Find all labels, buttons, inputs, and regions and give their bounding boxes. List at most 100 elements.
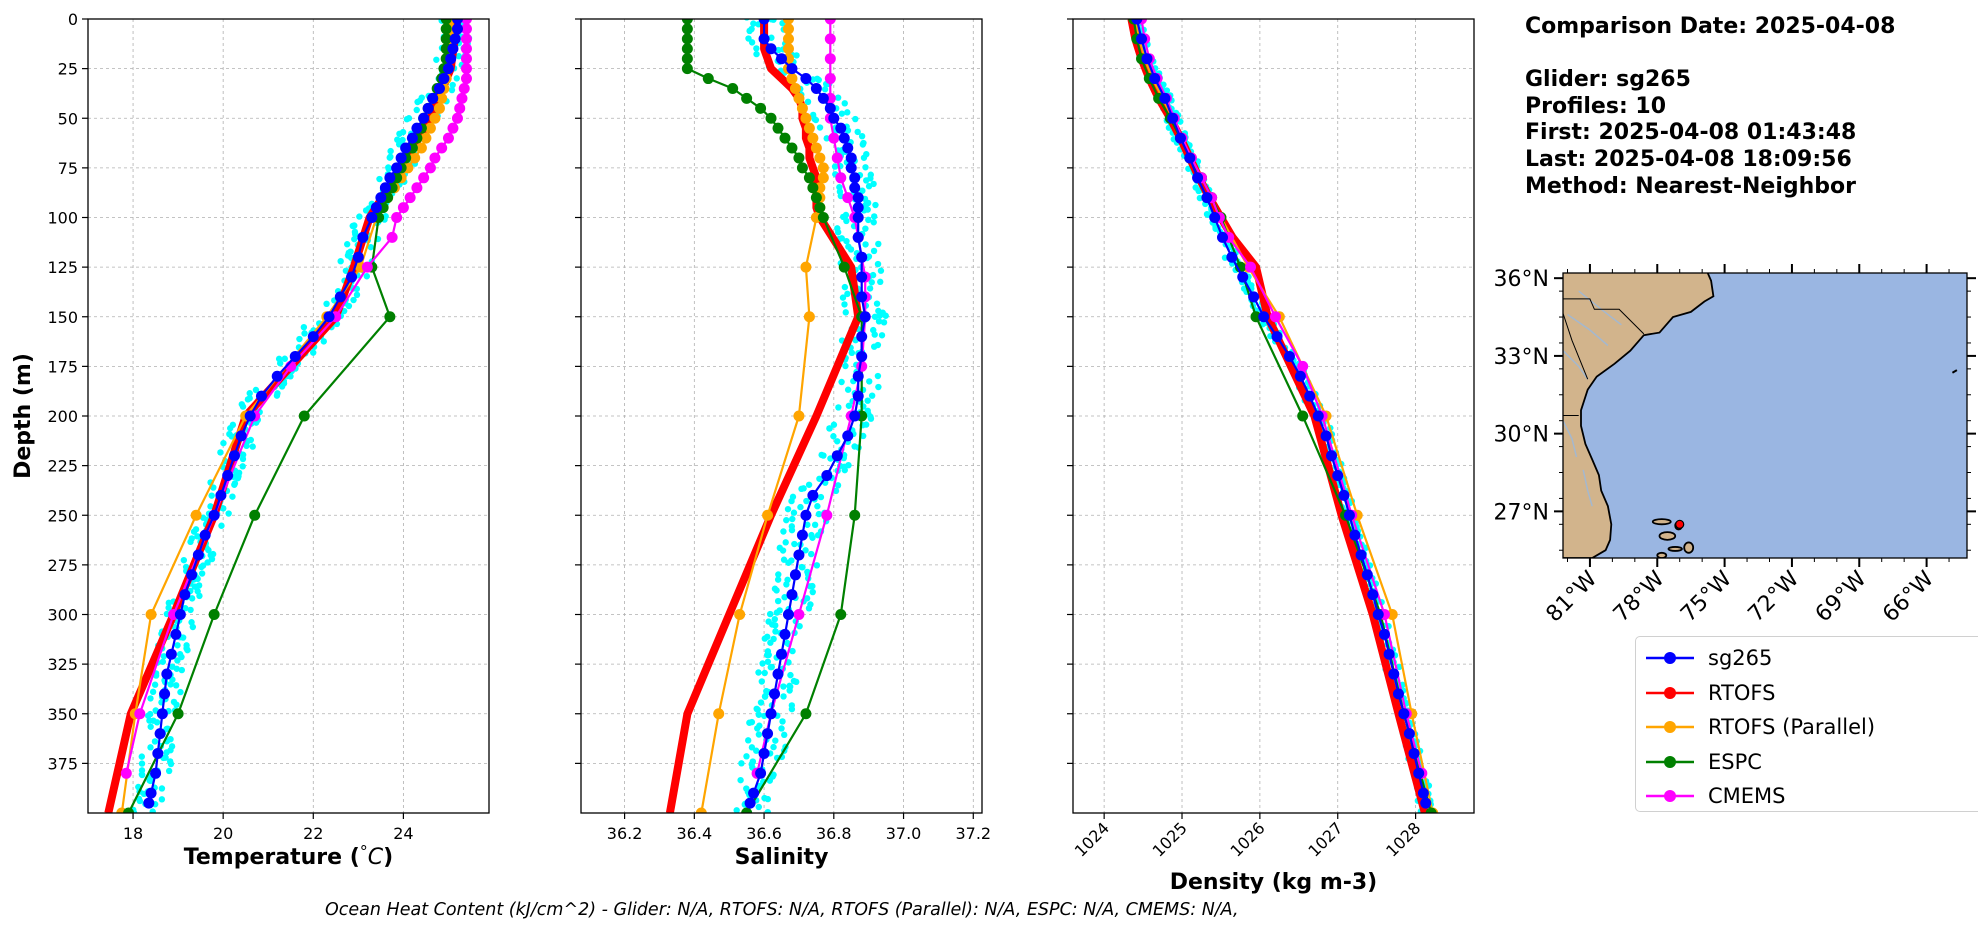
series-point [1413, 767, 1425, 779]
glider-raw-point [831, 163, 839, 170]
series-point [762, 728, 774, 740]
series-point [179, 589, 191, 601]
glider-raw-point [387, 153, 394, 160]
x-tick-label: 37.2 [955, 824, 991, 843]
glider-raw-point [310, 349, 317, 356]
glider-raw-point [761, 693, 769, 700]
profile-count: Profiles: 10 [1525, 93, 1667, 119]
series-point [255, 390, 267, 402]
series-point [789, 82, 801, 94]
plot-area [1127, 19, 1439, 813]
glider-raw-point [845, 402, 853, 409]
glider-raw-point [149, 688, 157, 696]
x-axis-label: Density (kg m-3) [1170, 870, 1378, 895]
glider-raw-point [854, 128, 861, 136]
series-point [796, 102, 808, 114]
glider-raw-point [187, 538, 194, 546]
glider-raw-point [158, 796, 166, 803]
glider-raw-point [867, 413, 874, 421]
series-point [460, 33, 472, 45]
glider-raw-point [281, 355, 288, 362]
glider-raw-point [342, 267, 350, 274]
series-point [1297, 360, 1309, 372]
glider-raw-point [220, 439, 227, 447]
glider-raw-point [209, 550, 217, 558]
glider-raw-point [750, 20, 757, 27]
series-point [1269, 311, 1281, 323]
glider-raw-point [864, 407, 871, 415]
glider-raw-point [764, 658, 772, 665]
glider-raw-point [772, 628, 779, 635]
glider-raw-point [190, 528, 198, 535]
y-tick-label: 100 [47, 209, 78, 228]
glider-raw-point [784, 505, 792, 513]
footer-text: Ocean Heat Content (kJ/cm^2) - Glider: N… [325, 900, 1239, 920]
glider-raw-point [239, 463, 246, 470]
glider-raw-point [167, 681, 174, 688]
series-point [165, 648, 177, 660]
glider-raw-point [847, 246, 855, 253]
series-point [120, 767, 132, 779]
series-point [852, 231, 864, 243]
glider-raw-point [786, 682, 793, 690]
series-point [817, 162, 829, 174]
glider-raw-point [789, 515, 796, 523]
glider-raw-point [790, 509, 798, 516]
glider-raw-point [770, 771, 777, 778]
glider-raw-point [812, 116, 820, 124]
series-point [681, 33, 693, 45]
glider-raw-point [344, 241, 351, 248]
series-point [856, 291, 868, 303]
glider-raw-point [838, 110, 846, 117]
series-point [375, 192, 387, 204]
series-point [429, 152, 441, 164]
glider-raw-point [733, 807, 740, 813]
series-point [1326, 450, 1338, 462]
glider-raw-point [356, 213, 363, 220]
glider-raw-point [455, 53, 463, 60]
glider-raw-point [788, 497, 795, 505]
x-tick-label: 22 [303, 824, 323, 843]
glider-raw-point [194, 533, 201, 540]
series-point [440, 19, 452, 25]
glider-raw-point [345, 302, 353, 310]
series-point [1209, 212, 1221, 223]
series-point [1320, 430, 1332, 442]
glider-raw-point [208, 492, 215, 499]
series-point [849, 410, 861, 422]
glider-raw-point [811, 521, 819, 529]
land [1563, 273, 1715, 558]
series-point [1216, 231, 1228, 243]
series-point [422, 102, 434, 114]
glider-raw-point [169, 663, 176, 670]
glider-raw-point [174, 642, 181, 649]
y-tick-label: 225 [47, 457, 78, 476]
glider-raw-point [826, 425, 833, 432]
glider-raw-point [768, 663, 775, 671]
glider-raw-point [162, 754, 169, 761]
y-tick-label: 325 [47, 655, 78, 674]
series-point [436, 92, 448, 104]
glider-raw-point [768, 19, 775, 23]
series-point [298, 410, 310, 422]
series-point [779, 132, 791, 144]
glider-raw-point [876, 312, 884, 319]
glider-raw-point [774, 597, 782, 605]
series-point [143, 797, 155, 809]
glider-raw-point [815, 76, 822, 84]
series-point [852, 202, 864, 214]
glider-raw-point [841, 466, 848, 474]
series-point [817, 212, 829, 223]
series-point [789, 569, 801, 581]
series-point [1201, 192, 1213, 204]
glider-raw-point [249, 443, 256, 450]
island [1951, 369, 1958, 374]
series-point [1248, 291, 1260, 303]
glider-raw-point [173, 701, 180, 708]
glider-raw-point [748, 744, 756, 751]
plot-area [104, 19, 473, 813]
glider-raw-point [745, 737, 752, 744]
series-point [186, 569, 198, 581]
series-line-rtofs [665, 19, 863, 813]
